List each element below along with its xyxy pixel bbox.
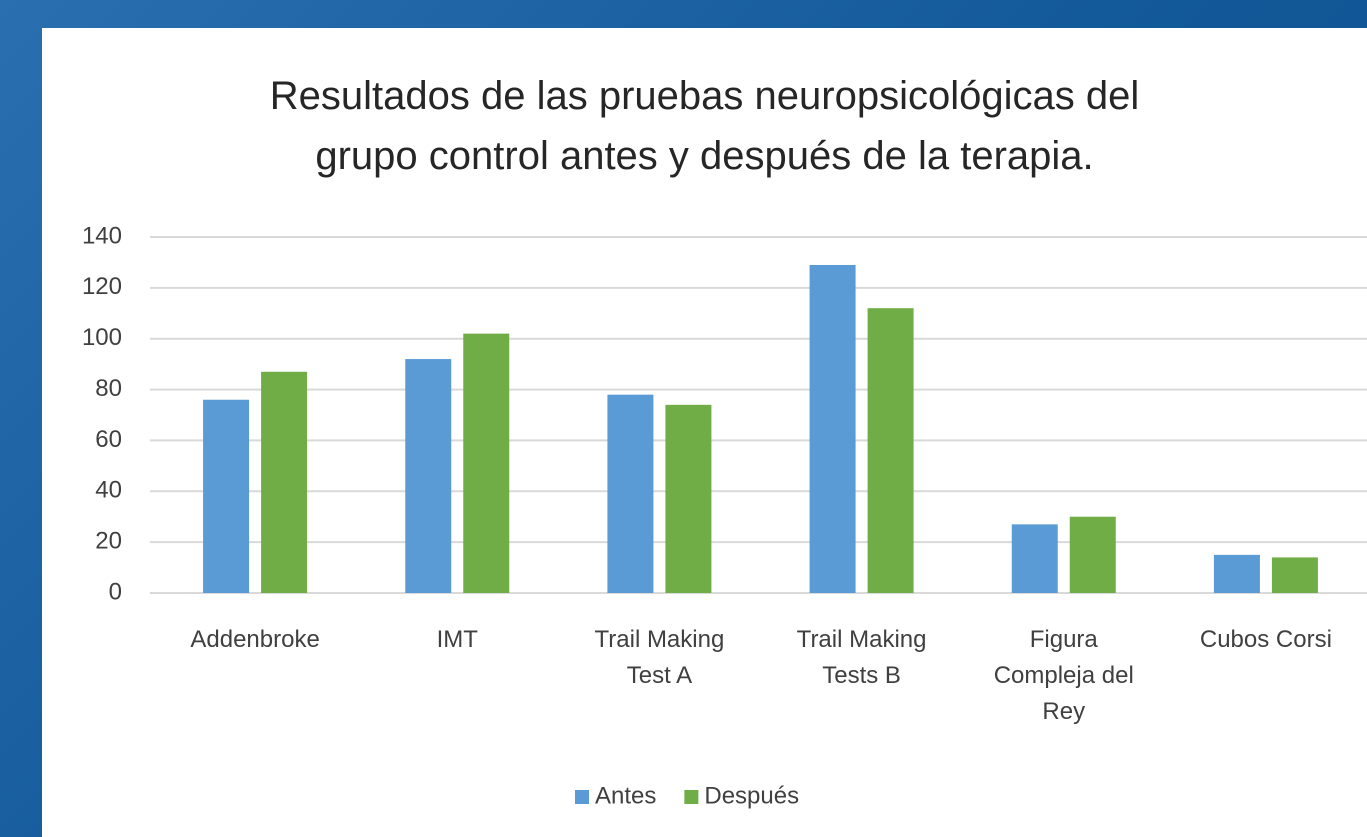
bar: [1213, 554, 1260, 593]
bar: [1011, 524, 1058, 593]
x-tick-label: Addenbroke: [190, 626, 320, 653]
bar: [809, 264, 856, 593]
bar: [665, 404, 712, 593]
legend-label: Después: [704, 782, 799, 809]
x-tick-label: Trail Making Tests B: [796, 626, 927, 689]
y-tick-label: 60: [95, 426, 122, 453]
y-tick-label: 140: [82, 222, 122, 249]
y-tick-label: 80: [95, 375, 122, 402]
y-tick-label: 100: [82, 324, 122, 351]
bar: [405, 359, 452, 593]
legend-label: Antes: [595, 782, 656, 809]
legend-swatch: [575, 790, 589, 804]
bar: [607, 394, 654, 593]
bar: [867, 308, 914, 593]
legend-swatch: [684, 790, 699, 804]
bar: [203, 399, 250, 593]
y-tick-label: 20: [95, 527, 122, 554]
bar: [261, 371, 308, 593]
chart-title: Resultados de las pruebas neuropsicológi…: [269, 74, 1140, 178]
x-tick-label: Figura Compleja del Rey: [993, 626, 1134, 725]
y-tick-label: 0: [109, 578, 122, 605]
x-tick-label: IMT: [436, 626, 478, 653]
x-tick-label: Cubos Corsi: [1199, 626, 1332, 653]
bar: [1069, 516, 1116, 593]
x-tick-label: Trail Making Test A: [594, 626, 725, 689]
y-tick-label: 120: [82, 273, 122, 300]
y-tick-label: 40: [95, 477, 122, 504]
bar: [463, 333, 510, 593]
bar: [1271, 557, 1318, 593]
